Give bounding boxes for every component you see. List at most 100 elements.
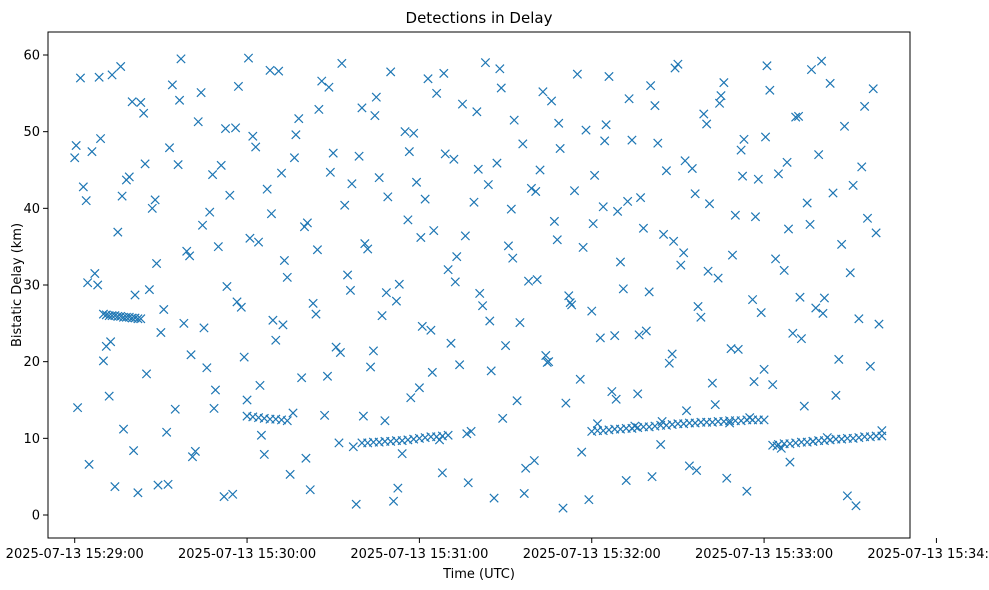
track-4-point (759, 415, 769, 425)
scatter-point (615, 257, 626, 267)
scatter-point (555, 143, 565, 154)
scatter-point (312, 245, 323, 255)
scatter-point (621, 475, 631, 486)
scatter-point (773, 169, 784, 179)
scatter-point (592, 419, 603, 429)
scatter-point (791, 112, 801, 122)
y-tick-label: 10 (23, 432, 40, 447)
scatter-point (727, 250, 738, 260)
scatter-point (462, 429, 472, 439)
scatter-point (347, 179, 357, 189)
scatter-point (193, 117, 203, 127)
scatter-point (71, 140, 81, 151)
x-tick-label: 2025-07-13 15:31:00 (350, 547, 488, 562)
scatter-point (750, 212, 761, 222)
scatter-point (834, 354, 844, 364)
scatter-point (604, 71, 614, 82)
scatter-point (558, 503, 568, 513)
x-tick-label: 2025-07-13 15:33:00 (695, 547, 833, 562)
scatter-point (747, 294, 758, 305)
scatter-point (690, 189, 700, 199)
scatter-point (391, 296, 402, 306)
scatter-point (645, 81, 656, 91)
scatter-point (423, 74, 433, 84)
scatter-point (762, 61, 772, 71)
scatter-point (289, 153, 300, 163)
scatter-point (220, 123, 231, 134)
scatter-point (213, 242, 223, 252)
scatter-point (653, 138, 663, 148)
scatter-point (650, 100, 660, 111)
scatter-point (565, 298, 575, 308)
scatter-point (337, 58, 347, 69)
scatter-point (365, 362, 376, 372)
scatter-point (440, 149, 450, 159)
scatter-point (765, 85, 775, 95)
scatter-point (480, 58, 491, 68)
scatter-point (127, 97, 137, 107)
scatter-point (81, 196, 91, 206)
scatter-point (831, 390, 841, 401)
scatter-point (429, 225, 439, 236)
x-tick-label: 2025-07-13 15:32:00 (523, 547, 661, 562)
scatter-point (638, 223, 649, 233)
scatter-point (783, 224, 794, 234)
scatter-point (335, 347, 346, 358)
scatter-point (837, 239, 847, 249)
scatter-point (785, 457, 795, 467)
scatter-point (871, 228, 881, 238)
scatter-point (291, 130, 301, 140)
scatter-point (147, 203, 157, 213)
scatter-point (70, 153, 80, 163)
x-axis-label: Time (UTC) (442, 567, 515, 582)
scatter-point (187, 452, 198, 462)
scatter-point (173, 160, 183, 170)
scatter-point (673, 59, 683, 69)
scatter-point (259, 449, 269, 460)
scatter-point (575, 374, 585, 384)
scatter-point (443, 265, 453, 275)
scatter-point (612, 206, 623, 217)
scatter-point (75, 73, 86, 83)
scatter-point (124, 172, 134, 182)
track-1-point (98, 309, 109, 319)
scatter-point (600, 136, 610, 146)
scatter-point (196, 87, 206, 98)
scatter-point (862, 213, 873, 223)
scatter-point (383, 192, 393, 202)
scatter-point (282, 272, 292, 282)
scatter-point (268, 315, 278, 325)
scatter-point (776, 443, 786, 453)
scatter-point (825, 78, 835, 88)
scatter-point (598, 202, 608, 212)
scatter-point (538, 87, 548, 97)
scatter-point (266, 209, 277, 219)
scatter-point (788, 328, 798, 338)
scatter-point (716, 91, 726, 101)
scatter-point (104, 391, 114, 401)
y-tick-label: 20 (23, 355, 40, 370)
scatter-point (113, 227, 123, 237)
scatter-point (500, 340, 511, 351)
scatter-point (806, 64, 817, 75)
scatter-point (232, 297, 242, 307)
scatter-point (687, 163, 697, 174)
scatter-point (857, 162, 867, 172)
scatter-point (496, 83, 506, 93)
track-2-point (282, 416, 292, 426)
y-tick-label: 50 (23, 125, 40, 140)
scatter-point (72, 403, 83, 413)
scatter-point (634, 330, 644, 340)
scatter-point (477, 301, 488, 311)
scatter-point (618, 284, 628, 294)
scatter-point (95, 133, 106, 144)
scatter-point (94, 72, 104, 82)
scatter-point (358, 411, 369, 421)
scatter-point (684, 461, 695, 471)
scatter-point (348, 442, 358, 452)
scatter-point (225, 190, 235, 200)
scatter-point (848, 180, 858, 190)
scatter-point (851, 501, 861, 511)
y-tick-label: 40 (23, 202, 40, 217)
x-tick-label: 2025-07-13 15:29:00 (6, 547, 144, 562)
